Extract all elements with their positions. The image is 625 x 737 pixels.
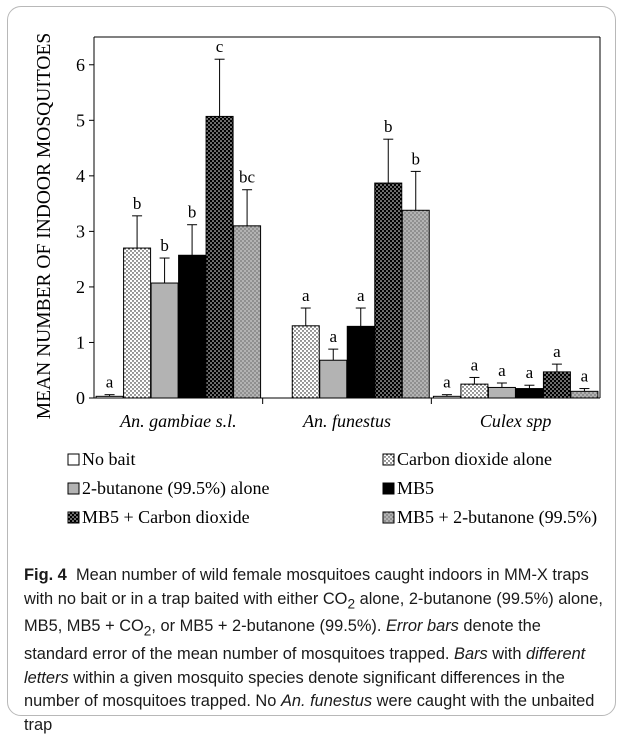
bar (515, 388, 544, 399)
legend-swatch (67, 453, 80, 466)
significance-letter: b (384, 117, 393, 136)
bar (150, 282, 179, 399)
significance-letter: a (581, 367, 589, 386)
bar (570, 390, 599, 399)
legend-swatch (67, 482, 80, 495)
bar (487, 386, 516, 399)
y-tick-label: 2 (76, 277, 85, 297)
significance-letter: b (160, 236, 169, 255)
significance-letter: a (526, 363, 534, 382)
legend-swatch (382, 511, 395, 524)
bar (346, 325, 375, 399)
significance-letter: b (188, 203, 197, 222)
y-tick-label: 1 (76, 332, 85, 352)
significance-letter: a (471, 355, 479, 374)
legend-swatch (382, 482, 395, 495)
bar (95, 395, 124, 399)
y-tick-label: 0 (76, 388, 85, 408)
significance-letter: b (133, 194, 142, 213)
bar (460, 383, 489, 399)
bar (291, 325, 320, 399)
significance-letter: a (443, 373, 451, 392)
legend-swatch (67, 511, 80, 524)
significance-letter: a (329, 327, 337, 346)
bar (123, 247, 152, 399)
bar (374, 182, 403, 399)
significance-letter: bc (239, 168, 256, 187)
legend-label: Carbon dioxide alone (397, 449, 552, 469)
y-tick-label: 5 (76, 110, 85, 130)
legend-label: MB5 + Carbon dioxide (82, 507, 250, 527)
y-tick-label: 3 (76, 221, 85, 241)
bar (319, 359, 348, 399)
bar (432, 395, 461, 399)
bar (205, 115, 234, 399)
legend-label: MB5 (397, 478, 434, 498)
legend-swatch (382, 453, 395, 466)
figure-caption: Fig. 4 Mean number of wild female mosqui… (24, 566, 603, 734)
significance-letter: a (302, 286, 310, 305)
bar (542, 371, 571, 399)
x-category-label: Culex spp (480, 411, 552, 431)
legend-label: MB5 + 2-butanone (99.5%) (397, 507, 597, 528)
x-category-label: An. funestus (302, 411, 391, 431)
significance-letter: a (498, 361, 506, 380)
significance-letter: c (216, 37, 224, 56)
y-tick-label: 4 (76, 166, 85, 186)
significance-letter: b (412, 149, 421, 168)
legend-label: 2-butanone (99.5%) alone (82, 478, 269, 499)
bar (401, 209, 430, 399)
y-axis-label: MEAN NUMBER OF INDOOR MOSQUITOES (34, 33, 55, 419)
significance-letter: a (106, 373, 114, 392)
significance-letter: a (357, 286, 365, 305)
significance-letter: a (553, 342, 561, 361)
caption-label: Fig. 4 (24, 566, 67, 584)
bar (233, 225, 262, 399)
legend-label: No bait (82, 449, 136, 469)
bar (178, 254, 207, 399)
y-tick-label: 6 (76, 55, 85, 75)
x-category-label: An. gambiae s.l. (119, 411, 237, 431)
